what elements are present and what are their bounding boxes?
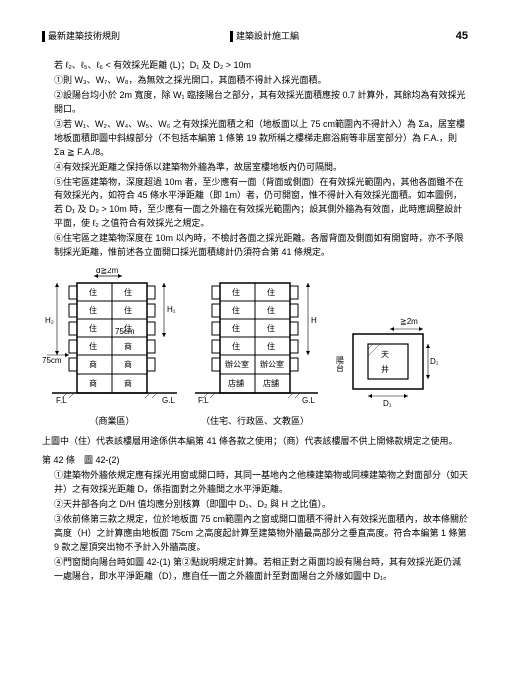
svg-text:F.L: F.L <box>56 396 67 405</box>
header-mid-text: 建築設計施工編 <box>236 30 299 44</box>
svg-text:商: 商 <box>124 378 132 388</box>
svg-text:商: 商 <box>124 359 132 369</box>
page-header: 最新建築技術規則 建築設計施工編 45 <box>42 28 468 49</box>
text-line: ④有效採光距離之保持係以建築物外牆為準，故居室樓地板內仍可隔間。 <box>54 161 468 175</box>
header-mid: 建築設計施工編 <box>230 30 299 44</box>
svg-text:D₂: D₂ <box>430 357 438 366</box>
svg-text:住: 住 <box>232 323 240 333</box>
courtyard-svg: ≧2m 天 井 陽台 D₂ D₁ <box>328 314 438 424</box>
page-number: 45 <box>456 28 468 45</box>
text-line: 上圖中（住）代表該樓層用途係供本編第 41 條各款之使用；（商）代表該樓層不供上… <box>42 435 468 449</box>
main-text-block-2: 上圖中（住）代表該樓層用途係供本編第 41 條各款之使用；（商）代表該樓層不供上… <box>42 435 468 584</box>
svg-text:住: 住 <box>267 341 275 351</box>
svg-text:住: 住 <box>89 341 97 351</box>
svg-text:住: 住 <box>267 305 275 315</box>
svg-text:住: 住 <box>124 305 132 315</box>
text-line: ⑥住宅區之建築物深度在 10m 以內時，不檢討各面之採光距離。各層背面及側面如有… <box>54 232 468 260</box>
svg-text:75cm: 75cm <box>115 327 135 336</box>
main-text-block-1: 若 ℓ₂、ℓ₅、ℓ₆ < 有效採光距離 (L)；D₁ 及 D₂ > 10m ①則… <box>42 59 468 260</box>
text-line: ⑤住宅區建築物，深度超過 10m 者，至少應有一面（背面或側面）在有效採光範圍內… <box>54 176 468 232</box>
header-bar-icon <box>42 31 45 42</box>
svg-text:H₂: H₂ <box>45 316 54 325</box>
text-line: ②天井部各向之 D/H 值均應分別核算（即圖中 D₁、D₂ 與 H 之比值）。 <box>54 498 468 512</box>
diagram-building-1: d≧2m <box>42 268 182 428</box>
svg-text:住: 住 <box>232 341 240 351</box>
svg-text:店舖: 店舖 <box>263 378 279 388</box>
diagram-area: d≧2m <box>42 268 468 428</box>
text-line: ③依前條第三款之規定，位於地板面 75 cm範圍內之窗或開口面積不得計入有效採光… <box>54 513 468 555</box>
text-line: ①建築物外牆依規定應有採光用窗或開口時，其同一基地內之他棟建築物或同棟建築物之對… <box>54 469 468 497</box>
header-left-text: 最新建築技術規則 <box>48 30 120 44</box>
text-line: 若 ℓ₂、ℓ₅、ℓ₆ < 有效採光距離 (L)；D₁ 及 D₂ > 10m <box>54 59 468 73</box>
svg-text:住: 住 <box>89 323 97 333</box>
svg-text:井: 井 <box>381 364 389 374</box>
svg-text:住: 住 <box>124 287 132 297</box>
svg-text:住: 住 <box>232 287 240 297</box>
diagram-courtyard: ≧2m 天 井 陽台 D₂ D₁ <box>328 314 438 428</box>
svg-text:H₁: H₁ <box>167 305 176 314</box>
diagram-building-2: 住住 住住 住住 住住 辦公室辦公室 店舖店舖 H F.L G.L （住宅、行政… <box>190 268 320 428</box>
svg-text:D₁: D₁ <box>383 399 392 408</box>
svg-text:住: 住 <box>89 287 97 297</box>
header-bar-icon <box>230 31 233 42</box>
svg-text:天: 天 <box>381 350 389 359</box>
text-line: ②設陽台均小於 2m 寬度，除 W₁ 臨接陽台之部分，其有效採光面積應按 0.7… <box>54 89 468 117</box>
building-svg: 住住 住住 住住 住住 辦公室辦公室 店舖店舖 H F.L G.L <box>190 268 320 408</box>
svg-text:住: 住 <box>267 287 275 297</box>
svg-text:陽台: 陽台 <box>336 356 345 373</box>
svg-text:商: 商 <box>89 378 97 388</box>
diagram-caption: （住宅、行政區、文教區） <box>190 415 320 429</box>
svg-text:辦公室: 辦公室 <box>225 359 249 369</box>
svg-text:辦公室: 辦公室 <box>260 359 284 369</box>
text-line: ③若 W₁、W₂、W₄、W₅、W₆ 之有效採光面積之和（地板面以上 75 cm範… <box>54 118 468 160</box>
svg-text:G.L: G.L <box>302 396 315 405</box>
svg-text:≧2m: ≧2m <box>400 317 418 326</box>
svg-text:H: H <box>311 316 317 325</box>
diagram-caption: （商業區） <box>42 415 182 429</box>
header-left: 最新建築技術規則 <box>42 30 120 44</box>
svg-text:住: 住 <box>89 305 97 315</box>
text-line: ①則 W₃、W₇、W₈，為無效之採光開口，其面積不得計入採光面積。 <box>54 74 468 88</box>
dim-label: d≧2m <box>96 268 119 275</box>
svg-text:住: 住 <box>267 323 275 333</box>
svg-text:住: 住 <box>232 305 240 315</box>
text-line: ④門窗間向陽台時如圖 42-(1) 第②點說明規定計算。若相正對之兩面均設有陽台… <box>54 556 468 584</box>
svg-text:G.L: G.L <box>162 396 175 405</box>
building-svg: d≧2m <box>42 268 182 408</box>
svg-text:商: 商 <box>89 359 97 369</box>
svg-text:75cm: 75cm <box>42 356 62 365</box>
svg-text:商: 商 <box>124 341 132 351</box>
article-heading: 第 42 條 圖 42-(2) <box>42 454 468 468</box>
svg-text:店舖: 店舖 <box>228 378 244 388</box>
